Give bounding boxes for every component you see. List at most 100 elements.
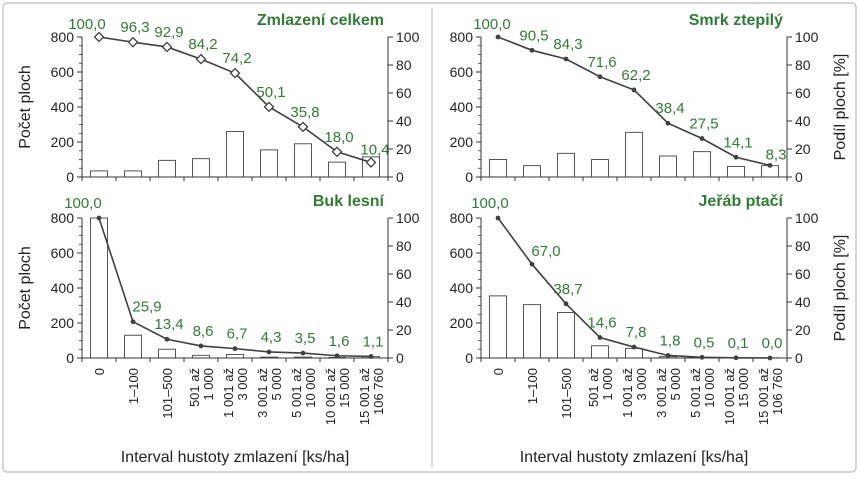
left-tick-label: 800 bbox=[450, 210, 474, 226]
line-point bbox=[97, 216, 102, 221]
line-point bbox=[496, 35, 501, 40]
left-tick-label: 400 bbox=[450, 99, 474, 115]
x-tick-label-text: 0 bbox=[491, 368, 506, 375]
x-tick-label-line1: 15 001 až bbox=[756, 368, 771, 425]
data-label: 100,0 bbox=[64, 195, 102, 212]
bar bbox=[159, 160, 176, 177]
line-point bbox=[700, 136, 705, 141]
x-tick-label-line1: 501 až bbox=[187, 368, 202, 407]
bar bbox=[295, 144, 312, 177]
line-point bbox=[700, 355, 705, 360]
right-tick-label: 0 bbox=[396, 350, 404, 366]
right-axis-title: Podíl ploch [%] bbox=[832, 54, 849, 161]
right-tick-label: 20 bbox=[795, 322, 811, 338]
right-tick-label: 60 bbox=[795, 85, 811, 101]
right-tick-label: 20 bbox=[795, 141, 811, 157]
right-tick-label: 100 bbox=[396, 29, 420, 45]
bar bbox=[329, 162, 346, 177]
data-label: 6,7 bbox=[227, 326, 248, 343]
bar bbox=[91, 171, 108, 177]
data-label: 4,3 bbox=[261, 329, 282, 346]
x-tick-label-line2: 3 000 bbox=[235, 368, 250, 401]
bar bbox=[660, 156, 677, 177]
data-label: 35,8 bbox=[290, 104, 319, 121]
x-axis-title: Interval hustoty zmlazení [ks/ha] bbox=[520, 449, 749, 466]
data-label: 1,1 bbox=[363, 333, 384, 350]
left-tick-label: 600 bbox=[450, 64, 474, 80]
right-tick-label: 60 bbox=[396, 266, 412, 282]
bar bbox=[524, 166, 541, 177]
data-label: 96,3 bbox=[120, 19, 149, 36]
left-tick-label: 200 bbox=[51, 315, 75, 331]
line-point bbox=[369, 354, 374, 359]
x-tick-label-line1: 1 001 až bbox=[221, 368, 236, 418]
x-tick-label-line1: 10 001 až bbox=[323, 368, 338, 425]
right-tick-label: 80 bbox=[396, 57, 412, 73]
left-axis-title: Počet ploch bbox=[17, 246, 34, 330]
data-label: 38,7 bbox=[553, 281, 582, 298]
x-tick-label-line1: 5 001 až bbox=[688, 368, 703, 418]
bar bbox=[159, 349, 176, 358]
line-point bbox=[564, 301, 569, 306]
x-tick-label-line2: 106 760 bbox=[770, 368, 785, 415]
x-tick-label-line1: 1 001 až bbox=[620, 368, 635, 418]
data-label: 10,4 bbox=[360, 141, 389, 158]
left-axis-title: Počet ploch bbox=[17, 65, 34, 149]
data-label: 71,6 bbox=[587, 54, 616, 71]
x-tick-label-text: 101–500 bbox=[559, 368, 574, 419]
x-tick-label-line2: 15 000 bbox=[337, 368, 352, 408]
data-label: 84,3 bbox=[553, 36, 582, 53]
right-tick-label: 20 bbox=[396, 322, 412, 338]
x-tick-label-line1: 501 až bbox=[586, 368, 601, 407]
panel-title: Smrk ztepilý bbox=[689, 12, 783, 29]
data-label: 0,5 bbox=[694, 334, 715, 351]
x-tick-label-line1: 10 001 až bbox=[722, 368, 737, 425]
right-tick-label: 0 bbox=[795, 169, 803, 185]
data-label: 18,0 bbox=[324, 129, 353, 146]
line-point bbox=[598, 74, 603, 79]
left-tick-label: 200 bbox=[450, 315, 474, 331]
x-tick-label-line1: 3 001 až bbox=[255, 368, 270, 418]
x-tick-label: 101–500 bbox=[559, 368, 574, 419]
right-tick-label: 40 bbox=[396, 294, 412, 310]
left-tick-label: 400 bbox=[450, 280, 474, 296]
panel-title: Zmlazení celkem bbox=[257, 12, 384, 29]
left-tick-label: 600 bbox=[450, 245, 474, 261]
bar bbox=[490, 296, 507, 358]
bar bbox=[558, 313, 575, 359]
bar bbox=[694, 152, 711, 177]
left-tick-label: 0 bbox=[66, 350, 74, 366]
line-point bbox=[666, 353, 671, 358]
x-tick-label-line2: 106 760 bbox=[371, 368, 386, 415]
x-axis-title: Interval hustoty zmlazení [ks/ha] bbox=[121, 449, 350, 466]
line-point bbox=[163, 42, 172, 51]
right-tick-label: 0 bbox=[795, 350, 803, 366]
data-label: 100,0 bbox=[68, 16, 106, 33]
data-label: 50,1 bbox=[256, 84, 285, 101]
line-point bbox=[768, 356, 773, 361]
line-point bbox=[666, 121, 671, 126]
data-label: 84,2 bbox=[188, 36, 217, 53]
data-label: 8,6 bbox=[193, 323, 214, 340]
x-tick-label-line2: 1 000 bbox=[600, 368, 615, 401]
line-point bbox=[95, 33, 104, 42]
data-label: 0,1 bbox=[728, 335, 749, 352]
line-point bbox=[734, 355, 739, 360]
right-tick-label: 40 bbox=[396, 113, 412, 129]
data-label: 3,5 bbox=[295, 330, 316, 347]
line-point bbox=[233, 346, 238, 351]
bar bbox=[626, 132, 643, 177]
line-point bbox=[734, 155, 739, 160]
panel-title: Jeřáb ptačí bbox=[699, 193, 784, 210]
line-point bbox=[564, 57, 569, 62]
x-tick-label-text: 1–100 bbox=[525, 368, 540, 404]
line-point bbox=[530, 262, 535, 267]
